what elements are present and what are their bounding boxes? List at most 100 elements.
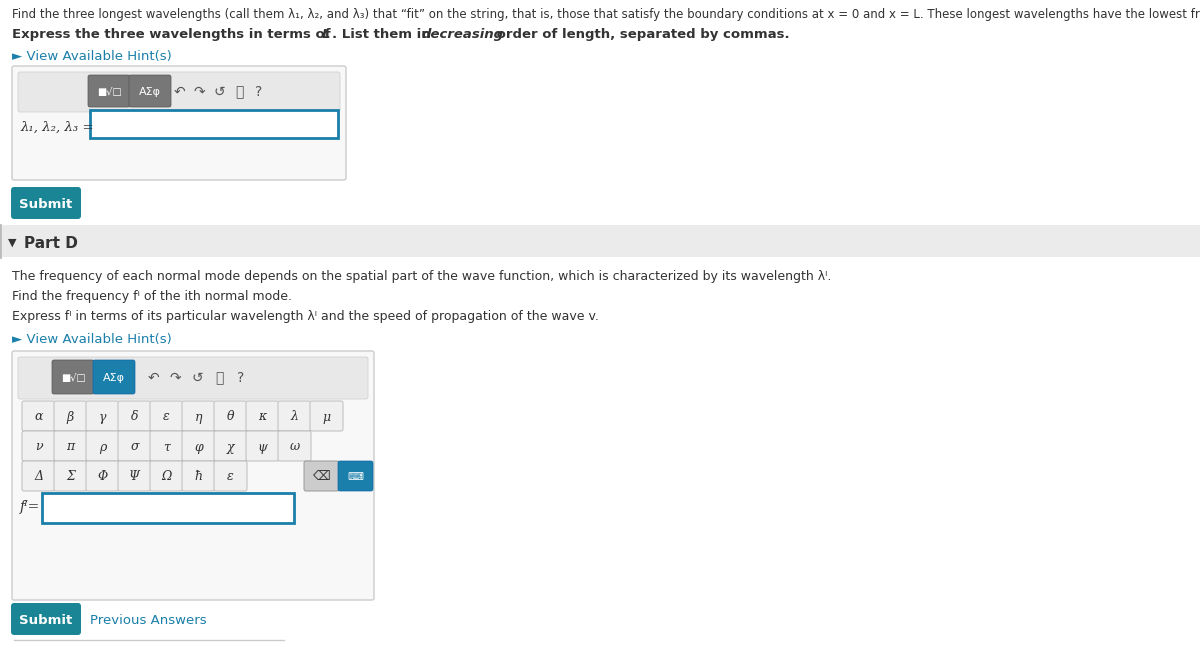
Text: ↷: ↷	[193, 85, 205, 99]
FancyBboxPatch shape	[246, 431, 278, 461]
Text: ► View Available Hint(s): ► View Available Hint(s)	[12, 50, 172, 63]
FancyBboxPatch shape	[304, 461, 340, 491]
Text: γ: γ	[98, 411, 107, 424]
Text: ν: ν	[35, 441, 42, 454]
Text: AΣφ: AΣφ	[103, 373, 125, 383]
Text: Ω: Ω	[161, 471, 172, 484]
Text: χ: χ	[227, 441, 234, 454]
FancyBboxPatch shape	[86, 431, 119, 461]
FancyBboxPatch shape	[246, 401, 278, 431]
FancyBboxPatch shape	[22, 431, 55, 461]
Text: Find the frequency fᴵ of the ith normal mode.: Find the frequency fᴵ of the ith normal …	[12, 290, 292, 303]
Text: μ: μ	[323, 411, 330, 424]
FancyBboxPatch shape	[12, 66, 346, 180]
Text: Previous Answers: Previous Answers	[90, 613, 206, 626]
FancyBboxPatch shape	[86, 461, 119, 491]
Text: ▼: ▼	[8, 238, 17, 248]
FancyBboxPatch shape	[214, 461, 247, 491]
FancyBboxPatch shape	[86, 401, 119, 431]
FancyBboxPatch shape	[11, 187, 82, 219]
Text: Submit: Submit	[19, 197, 73, 210]
FancyBboxPatch shape	[54, 431, 88, 461]
FancyBboxPatch shape	[150, 461, 182, 491]
FancyBboxPatch shape	[278, 401, 311, 431]
Bar	[90, 110, 338, 138]
Text: ↷: ↷	[169, 371, 181, 385]
Text: ψ: ψ	[258, 441, 268, 454]
Text: θ: θ	[227, 411, 234, 424]
FancyBboxPatch shape	[54, 401, 88, 431]
FancyBboxPatch shape	[118, 461, 151, 491]
Text: ■√□: ■√□	[61, 373, 85, 383]
Text: AΣφ: AΣφ	[139, 87, 161, 97]
Text: ↶: ↶	[173, 85, 185, 99]
Text: The frequency of each normal mode depends on the spatial part of the wave functi: The frequency of each normal mode depend…	[12, 270, 832, 283]
Text: Part D: Part D	[24, 236, 78, 251]
Text: ε: ε	[163, 411, 170, 424]
FancyBboxPatch shape	[150, 431, 182, 461]
Text: Φ: Φ	[97, 471, 108, 484]
Text: λ: λ	[290, 411, 299, 424]
FancyBboxPatch shape	[22, 401, 55, 431]
Text: . List them in: . List them in	[332, 28, 436, 41]
Text: ω: ω	[289, 441, 300, 454]
FancyBboxPatch shape	[182, 461, 215, 491]
Text: fᴵ=: fᴵ=	[20, 500, 41, 514]
Text: κ: κ	[258, 411, 266, 424]
Text: σ: σ	[131, 441, 139, 454]
FancyBboxPatch shape	[94, 360, 134, 394]
Text: η: η	[194, 411, 203, 424]
FancyBboxPatch shape	[54, 461, 88, 491]
Text: ► View Available Hint(s): ► View Available Hint(s)	[12, 333, 172, 346]
FancyBboxPatch shape	[214, 401, 247, 431]
FancyBboxPatch shape	[150, 401, 182, 431]
FancyBboxPatch shape	[118, 401, 151, 431]
FancyBboxPatch shape	[338, 461, 373, 491]
Text: δ: δ	[131, 411, 138, 424]
Text: β: β	[67, 411, 74, 424]
Text: ↶: ↶	[148, 371, 158, 385]
Text: ■√□: ■√□	[97, 87, 121, 97]
Text: ↺: ↺	[214, 85, 224, 99]
Text: Σ: Σ	[66, 471, 74, 484]
Bar	[0, 225, 1200, 257]
Text: ↺: ↺	[191, 371, 203, 385]
Bar	[42, 493, 294, 523]
FancyBboxPatch shape	[52, 360, 94, 394]
FancyBboxPatch shape	[182, 401, 215, 431]
Text: ħ: ħ	[194, 471, 203, 484]
FancyBboxPatch shape	[214, 431, 247, 461]
FancyBboxPatch shape	[118, 431, 151, 461]
Text: Δ: Δ	[34, 471, 43, 484]
Text: τ: τ	[163, 441, 170, 454]
FancyBboxPatch shape	[12, 351, 374, 600]
FancyBboxPatch shape	[182, 431, 215, 461]
FancyBboxPatch shape	[11, 603, 82, 635]
Text: ⌫: ⌫	[313, 471, 330, 484]
FancyBboxPatch shape	[18, 357, 368, 399]
Text: Find the three longest wavelengths (call them λ₁, λ₂, and λ₃) that “fit” on the : Find the three longest wavelengths (call…	[12, 8, 1200, 21]
Text: order of length, separated by commas.: order of length, separated by commas.	[492, 28, 790, 41]
Text: ?: ?	[238, 371, 245, 385]
Text: ρ: ρ	[98, 441, 106, 454]
FancyBboxPatch shape	[278, 431, 311, 461]
Text: ?: ?	[256, 85, 263, 99]
Text: Ψ: Ψ	[130, 471, 140, 484]
Text: Express fᴵ in terms of its particular wavelength λᴵ and the speed of propagation: Express fᴵ in terms of its particular wa…	[12, 310, 599, 323]
Text: π: π	[66, 441, 74, 454]
FancyBboxPatch shape	[88, 75, 130, 107]
Text: L: L	[322, 28, 330, 41]
FancyBboxPatch shape	[130, 75, 172, 107]
FancyBboxPatch shape	[310, 401, 343, 431]
FancyBboxPatch shape	[22, 461, 55, 491]
Text: Submit: Submit	[19, 613, 73, 626]
Text: ε: ε	[227, 471, 234, 484]
FancyBboxPatch shape	[18, 72, 340, 112]
Text: ⌹: ⌹	[235, 85, 244, 99]
Text: φ: φ	[194, 441, 203, 454]
Text: ⌨: ⌨	[348, 472, 364, 482]
Text: ⌹: ⌹	[215, 371, 223, 385]
Text: Express the three wavelengths in terms of: Express the three wavelengths in terms o…	[12, 28, 335, 41]
Text: α: α	[35, 411, 43, 424]
Text: λ₁, λ₂, λ₃ =: λ₁, λ₂, λ₃ =	[20, 121, 94, 134]
